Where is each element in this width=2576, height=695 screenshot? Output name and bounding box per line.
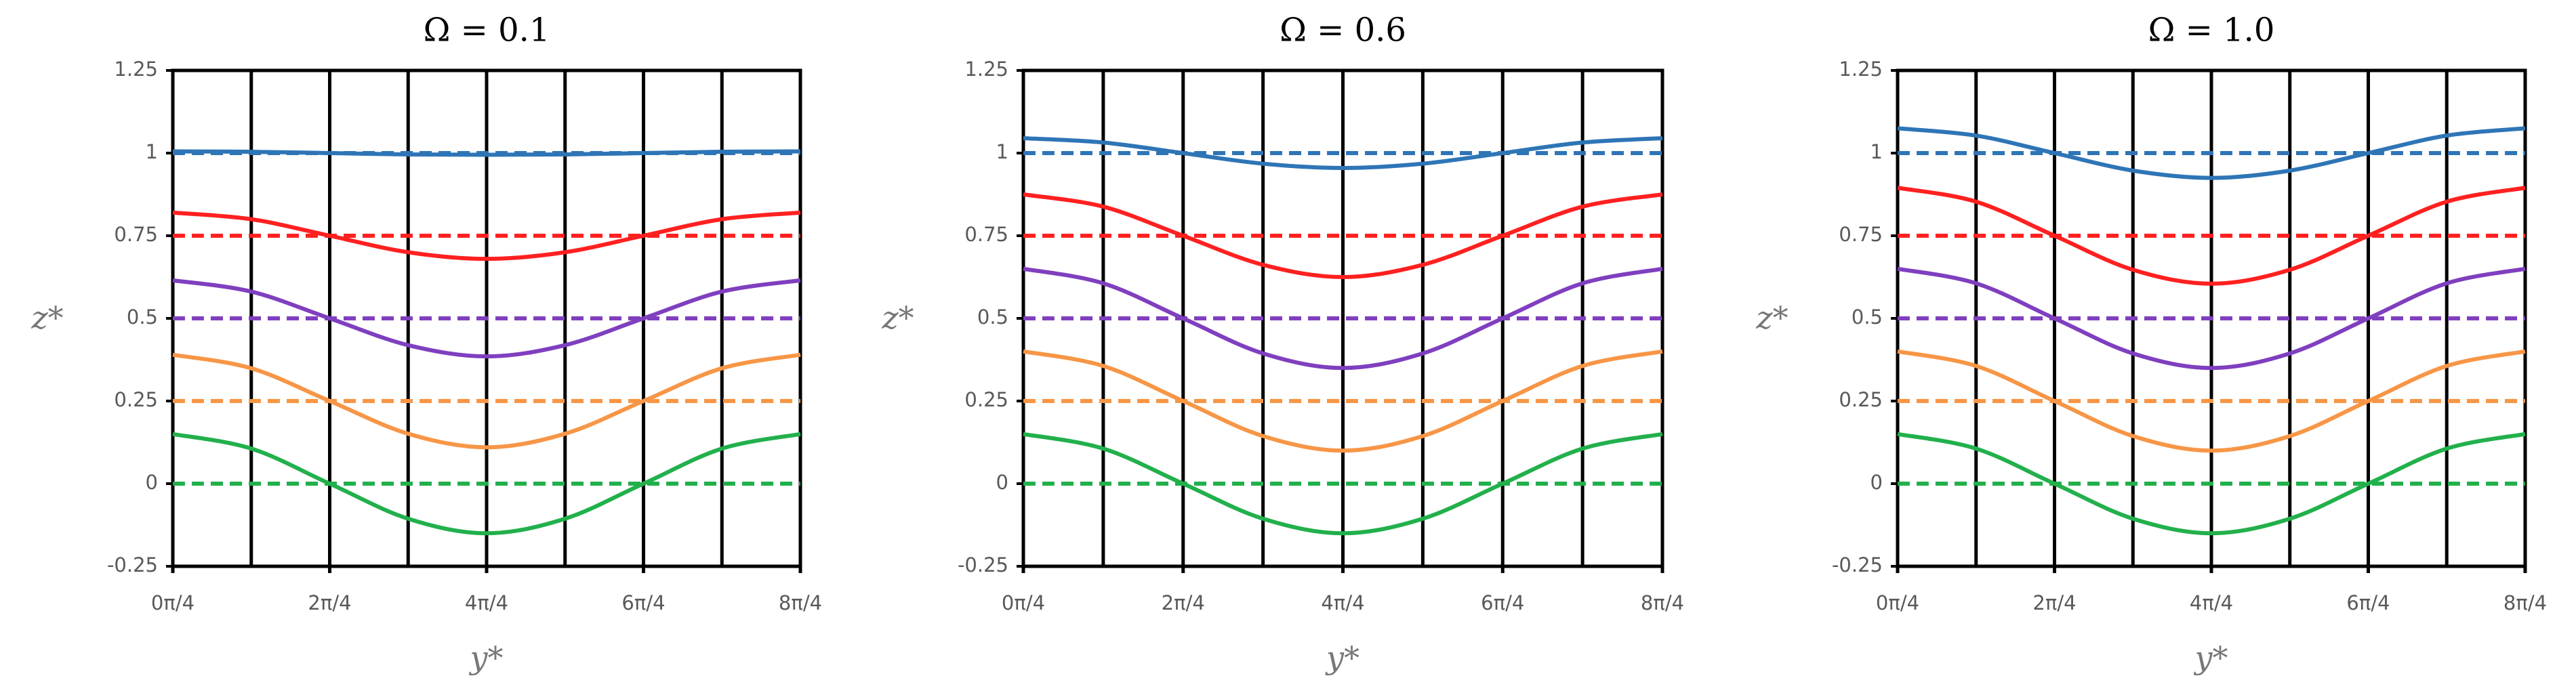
x-axis-label: y* (1325, 639, 1359, 676)
x-tick-label: 6π/4 (1481, 591, 1524, 614)
y-tick-label: 1.25 (1839, 58, 1883, 81)
chart: Ω = 0.1 y* z* -0.25 0 0.25 0.5 0.75 1 1.25 0π/4 2π/… (30, 12, 822, 677)
x-tick-label: 0π/4 (1002, 591, 1045, 614)
x-tick-label: 2π/4 (308, 591, 351, 614)
curve (1023, 136, 1663, 170)
curve (172, 352, 801, 450)
curve (1023, 431, 1663, 536)
curve (1897, 349, 2526, 453)
chart-title: Ω = 0.1 (424, 12, 550, 49)
curve (1023, 266, 1663, 371)
x-tick-label: 8π/4 (1641, 591, 1684, 614)
x-tick-label: 2π/4 (1162, 591, 1205, 614)
y-tick-label: 0.75 (1839, 223, 1883, 246)
y-tick-label: 1 (996, 140, 1008, 163)
chart: Ω = 1.0 y* z* -0.25 0 0.25 0.5 0.75 1 1.25 0π/4 2π/… (1755, 12, 2547, 677)
curve (172, 210, 801, 261)
x-axis-label: y* (2194, 639, 2228, 676)
x-tick-label: 8π/4 (779, 591, 822, 614)
x-tick-label: 0π/4 (1876, 591, 1919, 614)
curve (1897, 266, 2526, 371)
y-tick-label: -0.25 (958, 553, 1008, 576)
y-tick-label: 0.25 (114, 388, 158, 411)
x-tick-label: 0π/4 (151, 591, 195, 614)
y-tick-label: 1.25 (964, 58, 1008, 81)
y-tick-label: 0.5 (127, 306, 158, 329)
x-tick-label: 6π/4 (621, 591, 665, 614)
y-tick-label: -0.25 (1832, 553, 1883, 576)
y-tick-label: 0.5 (977, 306, 1008, 329)
curve (1023, 192, 1663, 280)
x-tick-label: 8π/4 (2503, 591, 2547, 614)
curve (172, 149, 801, 157)
y-tick-label: 0.75 (964, 223, 1008, 246)
y-tick-label: 1 (146, 140, 158, 163)
chart-title: Ω = 0.6 (1280, 12, 1406, 49)
y-tick-label: 0.5 (1852, 306, 1883, 329)
y-tick-label: -0.25 (107, 553, 158, 576)
y-tick-label: 0.25 (964, 388, 1008, 411)
chart: Ω = 0.6 y* z* -0.25 0 0.25 0.5 0.75 1 1.25 0π/4 2π/… (881, 12, 1684, 677)
curve (172, 278, 801, 359)
y-axis-label: z* (881, 299, 914, 336)
curve (1897, 186, 2526, 286)
curve (1897, 126, 2526, 180)
x-tick-label: 6π/4 (2346, 591, 2390, 614)
x-axis-label: y* (469, 639, 504, 676)
y-tick-label: 1 (1870, 140, 1883, 163)
y-tick-label: 0 (146, 471, 158, 494)
y-tick-label: 1.25 (114, 58, 158, 81)
y-tick-label: 0.25 (1839, 388, 1883, 411)
curve (172, 431, 801, 536)
x-tick-label: 4π/4 (465, 591, 508, 614)
y-tick-label: 0 (996, 471, 1008, 494)
x-tick-label: 2π/4 (2032, 591, 2076, 614)
x-tick-label: 4π/4 (1321, 591, 1364, 614)
curve (1023, 349, 1663, 453)
y-axis-label: z* (1755, 299, 1788, 336)
x-tick-label: 4π/4 (2190, 591, 2233, 614)
y-axis-label: z* (30, 299, 63, 336)
chart-title: Ω = 1.0 (2148, 12, 2275, 49)
y-tick-label: 0 (1870, 471, 1883, 494)
y-tick-label: 0.75 (114, 223, 158, 246)
curve (1897, 431, 2526, 536)
